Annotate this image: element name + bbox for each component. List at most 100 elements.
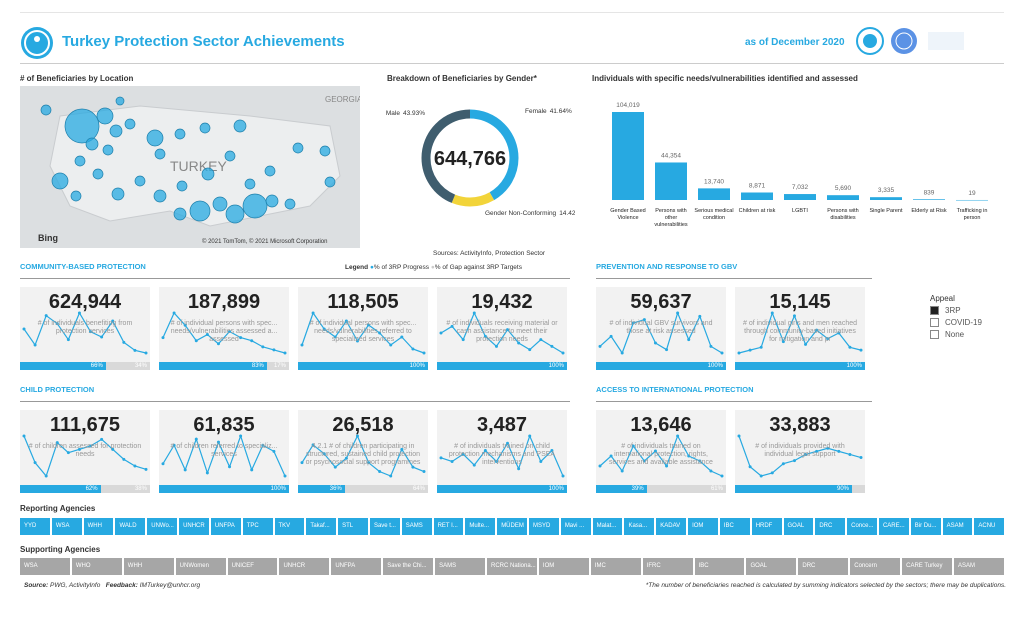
sparkline xyxy=(439,311,565,355)
legend: Legend ●% of 3RP Progress ●% of Gap agai… xyxy=(345,264,522,271)
sparkline-line xyxy=(440,434,564,477)
source: PWG, ActivityInfo xyxy=(50,582,101,589)
sparkline-point xyxy=(698,459,702,463)
agency: DRC xyxy=(815,518,846,535)
sparkline-point xyxy=(720,474,724,478)
agency: UNHCR xyxy=(279,558,330,575)
gap-bar xyxy=(852,485,865,493)
sparkline-point xyxy=(100,437,104,441)
map-bubble xyxy=(265,194,279,208)
section-rule xyxy=(596,401,872,402)
sparkline xyxy=(737,311,863,355)
map-bubble xyxy=(233,119,247,133)
kpi-card: 26,518 4.2.1 # of children participating … xyxy=(298,410,428,493)
bar-value-label: 3,335 xyxy=(878,187,895,194)
sparkline-point xyxy=(804,342,808,346)
sparkline-point xyxy=(33,461,37,465)
bar-value-label: 839 xyxy=(924,189,935,196)
progress-label: 100% xyxy=(548,363,564,369)
needs-chart: 104,019 Gender Based Violence 44,354 Person… xyxy=(610,102,988,228)
donut-value: 41.64% xyxy=(550,108,572,115)
section-title: ACCESS TO INTERNATIONAL PROTECTION xyxy=(596,385,754,394)
appeal-option[interactable]: None xyxy=(930,330,982,339)
page-title: Turkey Protection Sector Achievements xyxy=(62,33,345,50)
bar-category: LGBTI xyxy=(792,208,808,214)
sparkline xyxy=(300,311,426,355)
gap-label: 64% xyxy=(412,486,425,492)
sparkline-point xyxy=(439,331,443,335)
kpi-label: # of individual persons with spec... nee… xyxy=(170,320,278,343)
bar-category: Single Parent xyxy=(869,208,903,214)
agency: SAMS xyxy=(435,558,486,575)
map-bubble xyxy=(40,104,52,116)
agency: RET I... xyxy=(433,518,464,535)
sparkline xyxy=(161,311,287,355)
sparkline-point xyxy=(400,447,404,451)
gender-title: Breakdown of Beneficiaries by Gender* xyxy=(387,74,537,83)
sparkline-point xyxy=(837,331,841,335)
map-bubble xyxy=(74,155,86,167)
map-bubble xyxy=(176,180,188,192)
sparkline-point xyxy=(89,444,93,448)
legend-swatch: ● xyxy=(430,264,435,271)
sparkline-point xyxy=(483,334,487,338)
agency: UNWomen xyxy=(175,558,226,575)
sparkline-point xyxy=(239,434,243,438)
sparkline-point xyxy=(483,449,487,453)
sparkline-point xyxy=(506,328,510,332)
agency: WHO xyxy=(71,558,122,575)
agency: MÜDEM xyxy=(497,518,527,535)
sparkline-point xyxy=(826,337,830,341)
kpi-label: # of individuals provided with individua… xyxy=(755,443,845,458)
sparkline-point xyxy=(216,342,220,346)
sparkline-point xyxy=(653,449,657,453)
sparkline-point xyxy=(311,311,315,315)
sparkline-point xyxy=(144,351,148,355)
bar-value-label: 19 xyxy=(968,190,976,197)
agency: WHH xyxy=(123,558,174,575)
sparkline-point xyxy=(378,470,382,474)
kpi-value: 26,518 xyxy=(332,414,394,436)
sparkline-point xyxy=(506,441,510,445)
partner-logos xyxy=(856,27,964,55)
sparkline-point xyxy=(759,345,763,349)
sparkline-point xyxy=(389,343,393,347)
sparkline-point xyxy=(439,456,443,460)
sparkline-point xyxy=(333,335,337,339)
sparkline-point xyxy=(759,474,763,478)
sparkline-point xyxy=(355,434,359,438)
kpi-card: 19,432 # of individuals receiving materia… xyxy=(437,287,567,370)
sparkline-point xyxy=(344,319,348,323)
sparkline-point xyxy=(333,465,337,469)
sparkline-point xyxy=(494,344,498,348)
appeal-option[interactable]: COVID-19 xyxy=(930,318,982,327)
map-country: TURKEY xyxy=(170,158,227,174)
sparkline-point xyxy=(239,336,243,340)
donut-value: 43.93% xyxy=(403,110,425,117)
sparkline-point xyxy=(539,338,543,342)
bar xyxy=(612,112,644,200)
gender-source: Sources: ActivityInfo, Protection Sector xyxy=(433,250,545,257)
sparkline-point xyxy=(133,464,137,468)
agency: WSA xyxy=(51,518,82,535)
agency: IBC xyxy=(694,558,745,575)
bar-category-box: Single Parent xyxy=(869,208,903,214)
sparkline-point xyxy=(161,462,165,466)
kpi-value: 624,944 xyxy=(48,291,122,313)
sparkline-point xyxy=(620,351,624,355)
bar xyxy=(827,195,859,200)
sparkline-line xyxy=(23,311,147,354)
sparkline-point xyxy=(665,464,669,468)
agency: IBC xyxy=(719,518,750,535)
kpi-value: 3,487 xyxy=(476,414,528,436)
appeal-option[interactable]: 3RP xyxy=(930,306,982,315)
agency: CARE... xyxy=(878,518,909,535)
kpi-label: # of individual GBV survivors and those … xyxy=(609,320,713,335)
donut-label: Male 43.93% xyxy=(386,110,425,117)
agency: IOM xyxy=(538,558,589,575)
sparkline-point xyxy=(792,314,796,318)
checkbox xyxy=(930,306,939,315)
map-bubble xyxy=(324,176,336,188)
